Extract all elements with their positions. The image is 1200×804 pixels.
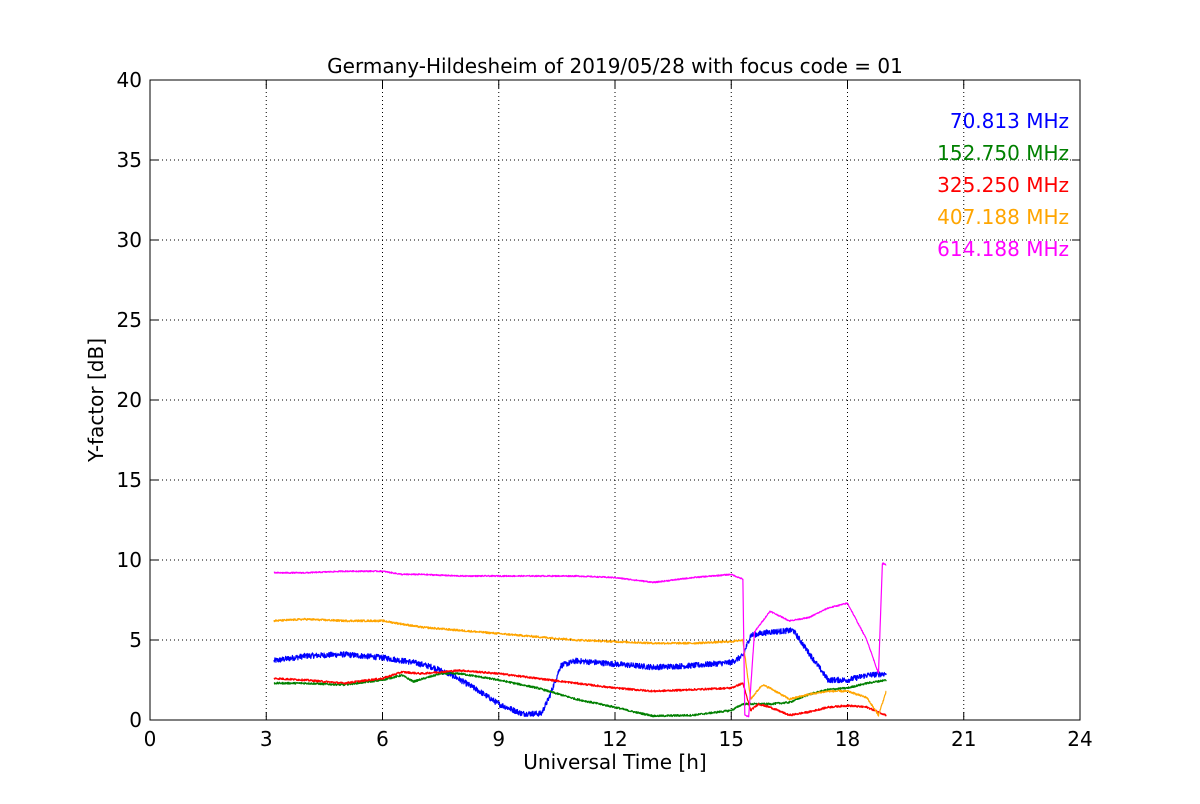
y-tick-label: 40 — [117, 68, 142, 92]
y-tick-label: 0 — [129, 708, 142, 732]
y-axis-label: Y-factor [dB] — [84, 338, 108, 463]
series-line — [273, 617, 887, 717]
chart-title: Germany-Hildesheim of 2019/05/28 with fo… — [327, 54, 903, 78]
x-tick-label: 3 — [260, 727, 273, 751]
x-tick-label: 24 — [1067, 727, 1092, 751]
y-tick-label: 10 — [117, 548, 142, 572]
y-tick-label: 20 — [117, 388, 142, 412]
x-axis-label: Universal Time [h] — [523, 750, 706, 774]
x-tick-label: 0 — [144, 727, 157, 751]
x-tick-label: 15 — [719, 727, 744, 751]
y-tick-label: 25 — [117, 308, 142, 332]
legend-entry: 325.250 MHz — [937, 173, 1069, 197]
y-tick-label: 5 — [129, 628, 142, 652]
x-tick-label: 18 — [835, 727, 860, 751]
series-line — [273, 562, 887, 718]
series-line — [273, 627, 887, 718]
y-tick-label: 30 — [117, 228, 142, 252]
x-tick-label: 6 — [376, 727, 389, 751]
series-layer — [273, 562, 887, 718]
series-line — [273, 669, 887, 717]
legend-entry: 614.188 MHz — [937, 237, 1069, 261]
x-tick-label: 21 — [951, 727, 976, 751]
legend-entry: 70.813 MHz — [950, 109, 1069, 133]
legend-layer: 70.813 MHz 152.750 MHz 325.250 MHz 407.188 … — [937, 109, 1069, 261]
tick-layer: 0 3 6 9 12 15 18 21 24 0 5 10 15 20 25 30 35 40 — [117, 68, 1093, 751]
grid-layer — [150, 80, 1080, 720]
legend-entry: 407.188 MHz — [937, 205, 1069, 229]
x-tick-label: 12 — [602, 727, 627, 751]
y-tick-label: 15 — [117, 468, 142, 492]
y-tick-label: 35 — [117, 148, 142, 172]
x-tick-label: 9 — [492, 727, 505, 751]
legend-entry: 152.750 MHz — [937, 141, 1069, 165]
